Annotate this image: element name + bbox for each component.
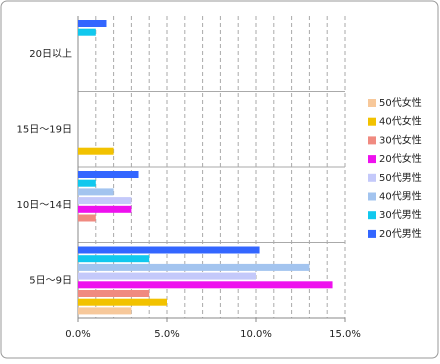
y-tick-label: 15日～19日: [17, 124, 72, 135]
legend-swatch: [368, 117, 376, 126]
bar: [78, 290, 150, 297]
bar: [78, 246, 260, 254]
x-tick-label: 5.0%: [154, 329, 179, 340]
bar: [78, 28, 96, 36]
bar: [78, 205, 132, 213]
bar: [78, 147, 114, 155]
legend-label: 50代女性: [379, 96, 422, 109]
bar: [78, 171, 139, 178]
bar: [78, 263, 310, 271]
legend-swatch: [368, 229, 376, 238]
y-tick-label: 20日以上: [29, 48, 72, 60]
legend-label: 30代男性: [379, 208, 422, 221]
legend-label: 20代男性: [379, 227, 422, 240]
bar: [78, 298, 167, 306]
x-tick-label: 10.0%: [240, 329, 272, 340]
legend-label: 20代女性: [379, 152, 422, 165]
bar: [78, 20, 107, 27]
x-tick-label: 0.0%: [65, 329, 90, 340]
bar: [78, 255, 150, 263]
legend-label: 40代女性: [379, 115, 422, 128]
legend-swatch: [368, 192, 376, 201]
x-tick-label: 15.0%: [329, 329, 361, 340]
legend-label: 30代女性: [379, 133, 422, 146]
bar: [78, 281, 333, 289]
bar: [78, 214, 96, 222]
bar: [78, 197, 132, 205]
legend-swatch: [368, 173, 376, 182]
legend-swatch: [368, 136, 376, 145]
legend-label: 50代男性: [379, 171, 422, 184]
bar: [78, 179, 96, 187]
legend-swatch: [368, 155, 376, 164]
y-tick-label: 5日～9日: [29, 275, 72, 286]
y-tick-label: 10日～14日: [17, 200, 72, 211]
legend-swatch: [368, 99, 376, 107]
bar: [78, 307, 132, 315]
legend-label: 40代男性: [379, 190, 422, 203]
bar: [78, 272, 256, 280]
bar: [78, 188, 114, 196]
legend-swatch: [368, 211, 376, 220]
